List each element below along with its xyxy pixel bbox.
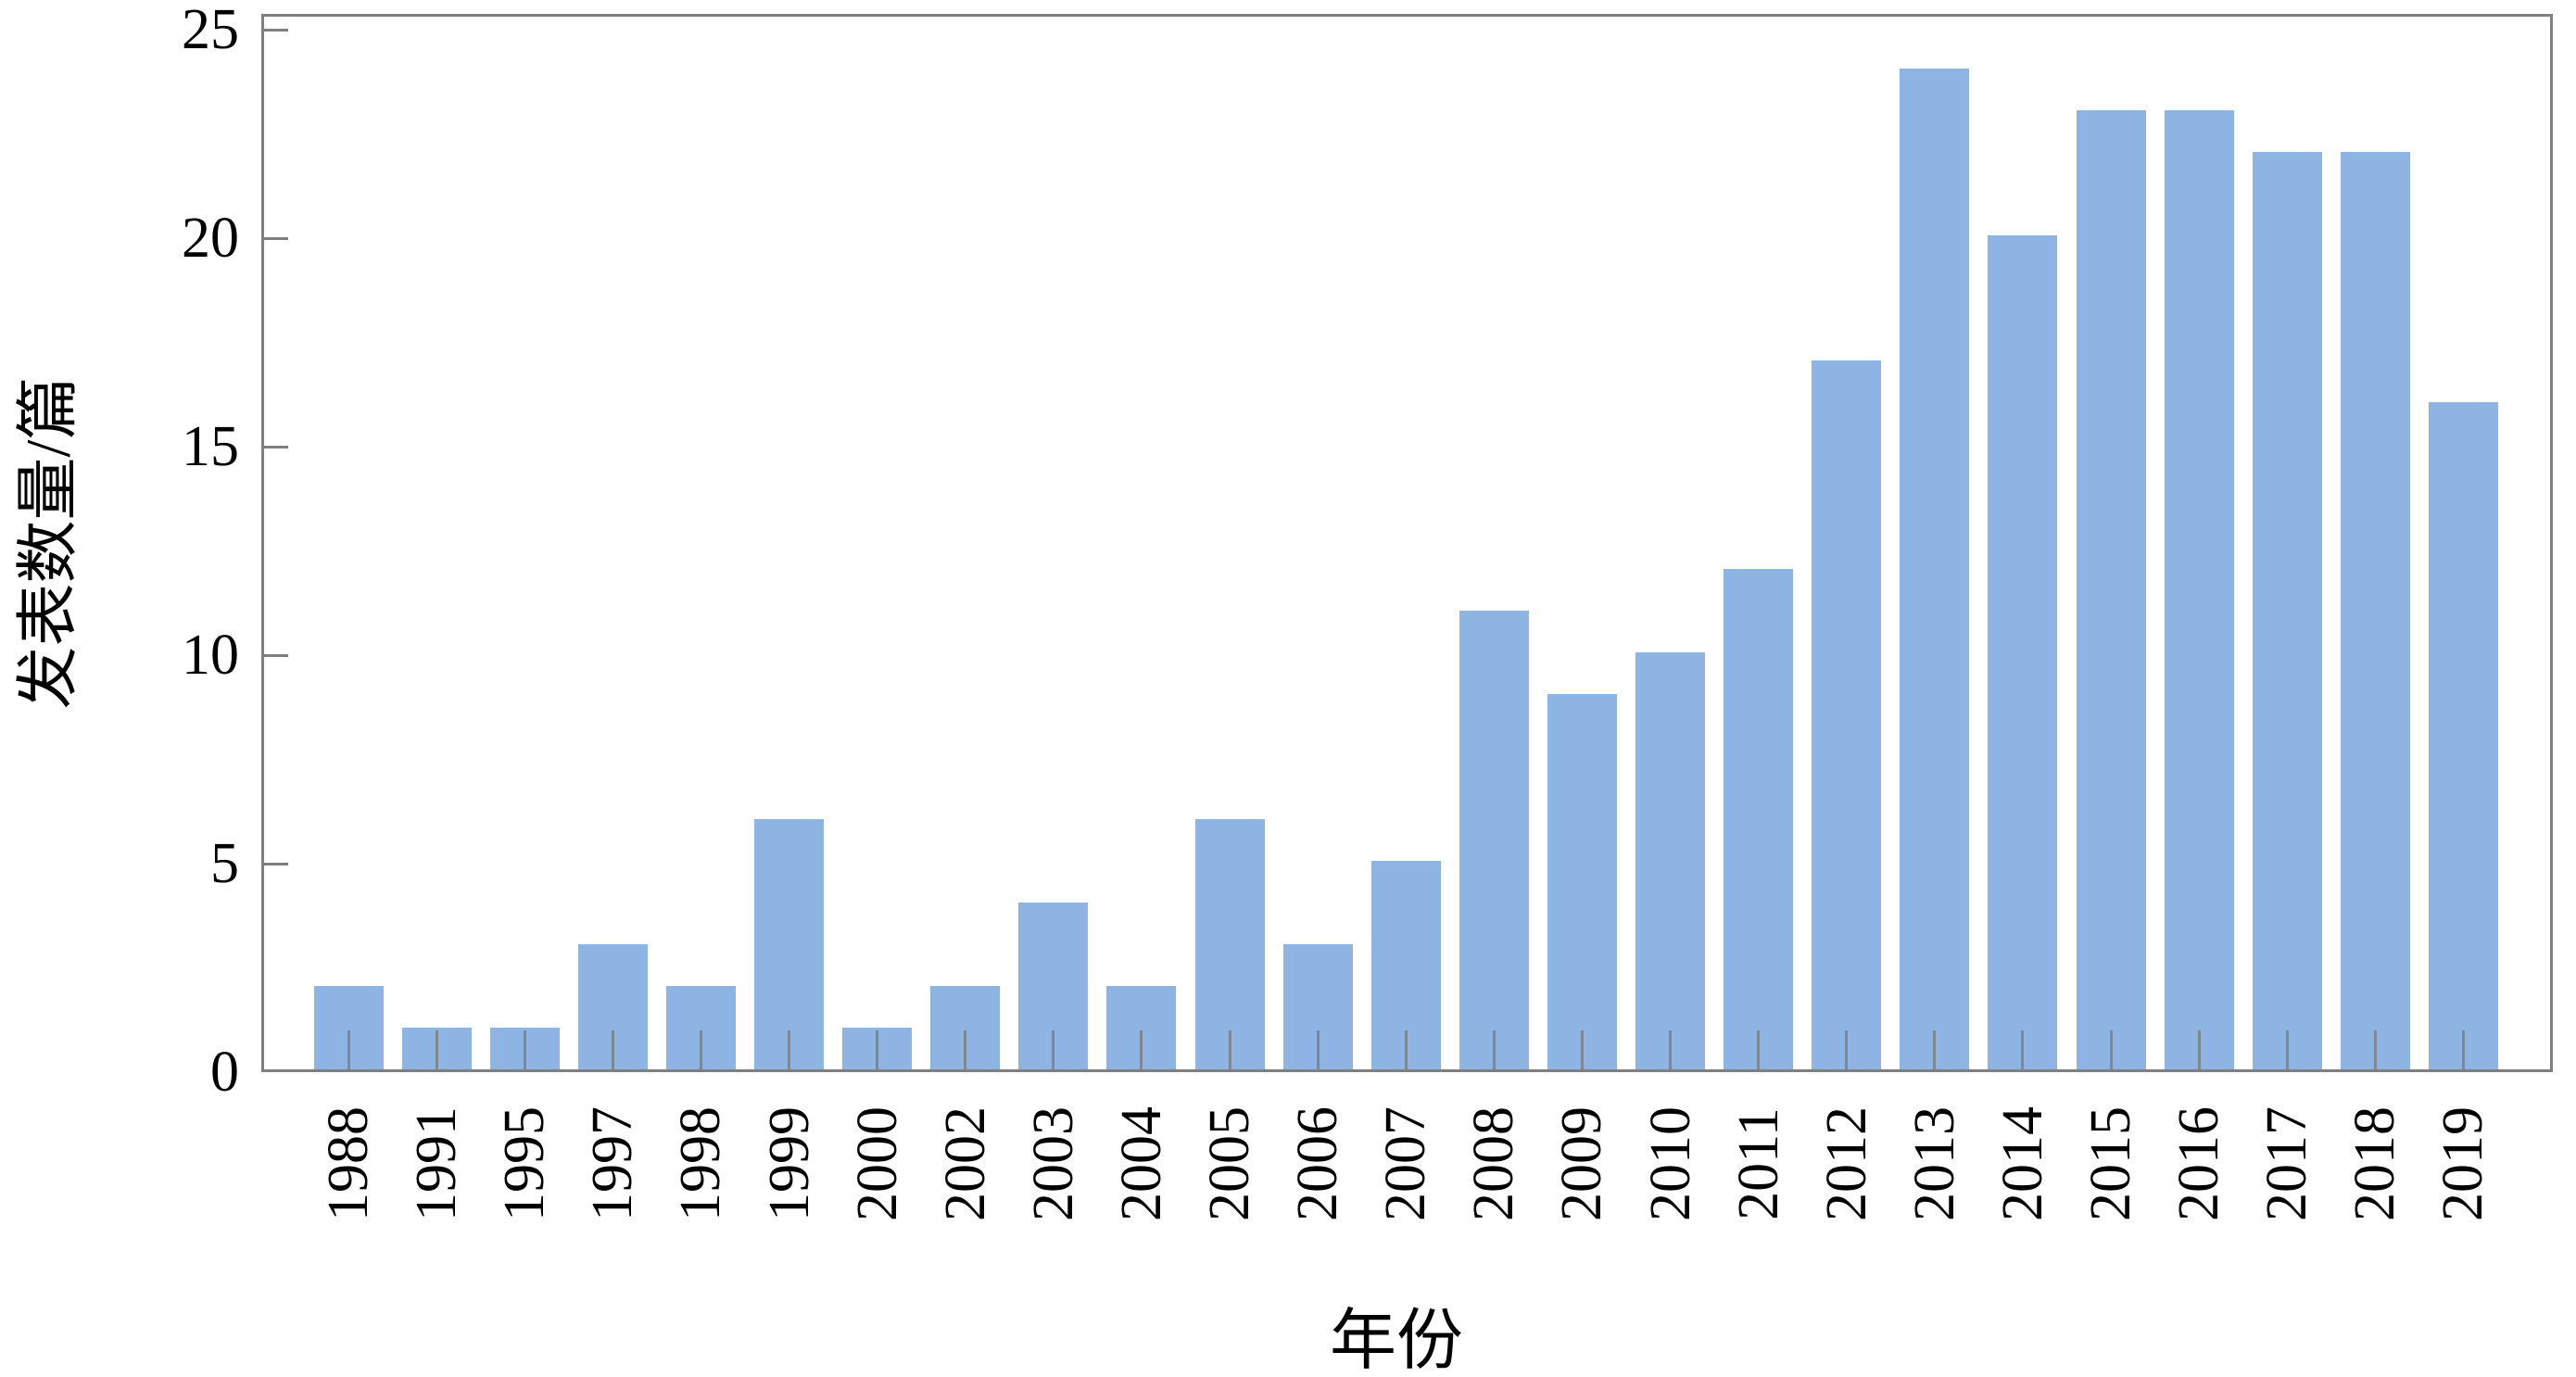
x-tick-label-2014: 2014 — [1990, 1106, 2054, 1221]
bar-2012 — [1812, 360, 1882, 1069]
x-tick-label-2017: 2017 — [2255, 1106, 2319, 1221]
x-tick-mark — [2461, 1030, 2465, 1069]
y-tick-mark — [264, 653, 288, 657]
x-tick-label-2013: 2013 — [1902, 1106, 1966, 1221]
x-tick-mark — [1933, 1030, 1937, 1069]
y-tick-mark — [264, 862, 288, 865]
x-tick-mark — [435, 1030, 438, 1069]
bar-2013 — [1900, 69, 1970, 1069]
x-tick-mark — [2373, 1030, 2377, 1069]
x-tick-mark — [2021, 1030, 2025, 1069]
x-tick-label-1999: 1999 — [757, 1106, 821, 1221]
x-tick-label-2000: 2000 — [845, 1106, 909, 1221]
x-tick-label-2011: 2011 — [1726, 1107, 1790, 1220]
x-tick-mark — [1140, 1030, 1143, 1069]
x-axis-title: 年份 — [1329, 1304, 1464, 1377]
x-tick-mark — [1228, 1030, 1231, 1069]
y-tick-label-10: 10 — [182, 624, 239, 687]
x-tick-label-1995: 1995 — [493, 1106, 557, 1221]
x-tick-mark — [1580, 1030, 1584, 1069]
bar-2019 — [2428, 402, 2498, 1069]
bar-2017 — [2252, 152, 2322, 1069]
x-tick-mark — [1492, 1030, 1496, 1069]
x-tick-mark — [611, 1030, 614, 1069]
x-tick-label-2018: 2018 — [2343, 1106, 2407, 1221]
x-tick-label-2009: 2009 — [1550, 1106, 1614, 1221]
bar-2005 — [1194, 819, 1265, 1069]
x-tick-mark — [699, 1030, 702, 1069]
x-tick-label-2005: 2005 — [1198, 1106, 1261, 1221]
y-tick-label-25: 25 — [182, 0, 239, 61]
x-tick-label-2008: 2008 — [1462, 1106, 1526, 1221]
bar-2009 — [1547, 694, 1617, 1069]
bar-2015 — [2076, 110, 2146, 1069]
bar-2014 — [1988, 235, 2058, 1069]
y-tick-mark — [264, 445, 288, 448]
bar-2011 — [1724, 569, 1794, 1069]
bar-2016 — [2164, 110, 2234, 1069]
x-tick-label-2002: 2002 — [933, 1106, 997, 1221]
x-tick-label-2003: 2003 — [1021, 1106, 1085, 1221]
y-tick-mark — [264, 28, 288, 32]
x-tick-mark — [964, 1030, 967, 1069]
y-tick-label-15: 15 — [182, 415, 239, 478]
y-tick-label-0: 0 — [210, 1041, 239, 1104]
x-tick-mark — [1757, 1030, 1761, 1069]
x-tick-mark — [1845, 1030, 1849, 1069]
x-tick-label-2012: 2012 — [1814, 1106, 1878, 1221]
bar-1999 — [754, 819, 824, 1069]
y-axis-title: 发表数量/篇 — [13, 376, 83, 710]
x-tick-mark — [2109, 1030, 2113, 1069]
bar-2010 — [1635, 652, 1705, 1069]
x-tick-mark — [1316, 1030, 1320, 1069]
x-tick-mark — [523, 1030, 526, 1069]
x-tick-mark — [788, 1030, 790, 1069]
x-tick-label-1991: 1991 — [405, 1106, 469, 1221]
y-tick-label-20: 20 — [182, 207, 239, 270]
x-tick-mark — [2197, 1030, 2201, 1069]
x-tick-mark — [1052, 1030, 1055, 1069]
y-tick-mark — [264, 236, 288, 240]
x-tick-mark — [1404, 1030, 1408, 1069]
x-tick-label-1997: 1997 — [581, 1106, 645, 1221]
x-tick-label-2010: 2010 — [1638, 1106, 1702, 1221]
x-tick-label-2006: 2006 — [1286, 1106, 1350, 1221]
y-tick-label-5: 5 — [210, 832, 239, 895]
bar-2018 — [2340, 152, 2410, 1069]
x-tick-label-1998: 1998 — [669, 1106, 733, 1221]
x-tick-label-2004: 2004 — [1109, 1106, 1173, 1221]
x-tick-label-2007: 2007 — [1374, 1106, 1438, 1221]
x-tick-mark — [347, 1030, 350, 1069]
x-tick-label-1988: 1988 — [317, 1106, 380, 1221]
bar-2008 — [1458, 611, 1529, 1069]
x-tick-mark — [2285, 1030, 2289, 1069]
x-tick-mark — [1669, 1030, 1672, 1069]
x-tick-label-2015: 2015 — [2079, 1106, 2142, 1221]
x-tick-label-2019: 2019 — [2431, 1106, 2495, 1221]
x-tick-mark — [876, 1030, 879, 1069]
x-tick-label-2016: 2016 — [2167, 1106, 2231, 1221]
